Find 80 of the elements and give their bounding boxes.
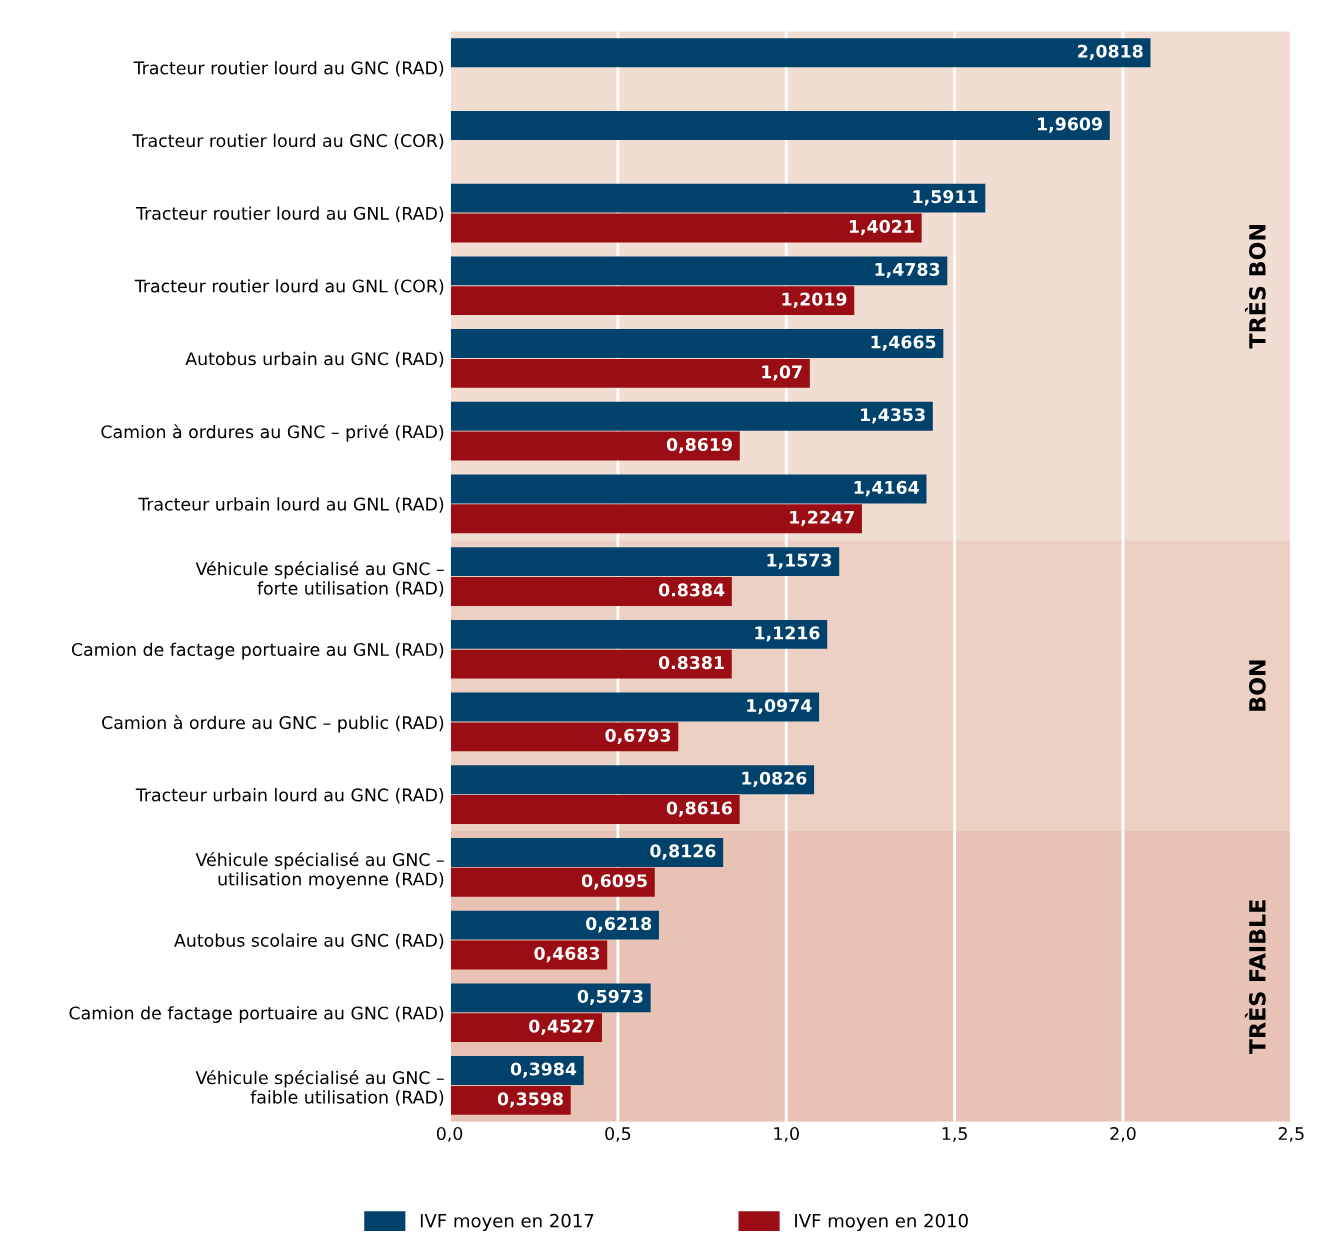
data-label: 0,4683: [534, 946, 600, 963]
data-label: 1,1573: [767, 553, 832, 569]
data-label: 1,4164: [854, 480, 919, 497]
legend-label: IVF moyen en 2010: [795, 1213, 968, 1232]
band-label: BON: [1248, 660, 1266, 711]
bar: [449, 983, 651, 1013]
bar: [449, 213, 922, 243]
data-label: 1,4021: [849, 219, 914, 236]
data-label: 1,2019: [782, 292, 847, 308]
data-label: 2,0818: [1078, 44, 1143, 60]
y-tick-label: Tracteur urbain lourd au GNL (RAD): [138, 497, 444, 513]
bar: [449, 722, 679, 752]
x-tick-label: 0,5: [605, 1126, 631, 1142]
y-tick-label: Véhicule spécialisé au GNC – forte utilisation (RAD): [195, 561, 444, 597]
bar: [449, 286, 855, 316]
y-tick-label: Tracteur routier lourd au GNC (RAD): [133, 61, 444, 77]
bar: [449, 110, 1110, 140]
y-tick-label: Camion à ordures au GNC – privé (RAD): [101, 424, 444, 442]
data-label: 0,3598: [497, 1092, 563, 1108]
data-label: 0,8619: [666, 437, 732, 454]
bar: [449, 1013, 602, 1043]
data-label: 1,4665: [871, 335, 936, 351]
band-label: TRÈS FAIBLE: [1244, 900, 1266, 1055]
bar: [449, 837, 724, 867]
bar: [449, 692, 820, 722]
x-tick-label: 1,0: [774, 1126, 799, 1142]
bar: [449, 431, 740, 461]
y-tick-label: Véhicule spécialisé au GNC – faible utilisation (RAD): [195, 1070, 444, 1106]
bar: [449, 358, 810, 388]
data-label: 1,5911: [913, 190, 978, 206]
data-label: 0,8616: [666, 801, 732, 817]
bar: [449, 38, 1151, 68]
bar: [449, 649, 732, 679]
data-label: 1,2247: [790, 510, 854, 527]
data-label: 1,9609: [1038, 117, 1102, 133]
bar: [449, 183, 986, 213]
y-tick-label: Tracteur urbain lourd au GNC (RAD): [135, 788, 444, 804]
bar: [449, 910, 659, 940]
band-label: TRÈS BON: [1244, 224, 1266, 349]
data-label: 1,4783: [875, 262, 940, 279]
data-label: 0,8126: [650, 844, 716, 860]
x-tick-label: 2,0: [1110, 1126, 1136, 1142]
bar: [449, 940, 608, 970]
data-label: 0.8384: [658, 583, 725, 597]
x-tick-label: 2,5: [1278, 1126, 1304, 1142]
bar: [449, 504, 862, 534]
bar: [449, 401, 933, 431]
y-tick-label: Autobus scolaire au GNC (RAD): [174, 933, 444, 949]
bar: [449, 547, 840, 577]
bar: [449, 576, 732, 606]
y-tick-label: Tracteur routier lourd au GNL (RAD): [136, 206, 444, 222]
bar: [449, 256, 948, 286]
data-label: 0,6218: [586, 917, 652, 933]
data-label: 1,0974: [747, 698, 812, 715]
data-label: 1,1216: [755, 626, 820, 642]
data-label: 0,5973: [577, 989, 643, 1006]
y-tick-label: Tracteur routier lourd au GNL (COR): [134, 279, 444, 295]
bar: [449, 795, 740, 824]
data-label: 0,6095: [581, 874, 647, 890]
y-tick-label: Camion à ordure au GNC – public (RAD): [102, 715, 444, 733]
bar: [449, 619, 828, 649]
data-label: 1,0826: [742, 771, 807, 787]
x-tick-label: 1,5: [942, 1127, 967, 1142]
bar: [449, 474, 927, 504]
data-label: 0,3984: [510, 1062, 577, 1078]
data-label: 0.8381: [658, 656, 724, 670]
bar: [449, 765, 815, 795]
data-label: 0,6793: [605, 728, 671, 745]
y-tick-label: Autobus urbain au GNC (RAD): [185, 351, 444, 368]
data-label: 0,4527: [529, 1019, 594, 1035]
x-tick-label: 0,0: [436, 1126, 463, 1142]
data-label: 1,07: [762, 365, 802, 381]
data-label: 1,4353: [861, 408, 925, 424]
legend-label: IVF moyen en 2017: [420, 1213, 594, 1232]
y-tick-label: Véhicule spécialisé au GNC – utilisation moyenne (RAD): [195, 852, 444, 889]
y-tick-label: Camion de factage portuaire au GNC (RAD): [69, 1006, 444, 1023]
bar: [449, 329, 944, 358]
y-tick-label: Camion de factage portuaire au GNL (RAD): [71, 642, 444, 660]
bar: [449, 867, 655, 897]
y-tick-label: Tracteur routier lourd au GNC (COR): [132, 133, 444, 150]
